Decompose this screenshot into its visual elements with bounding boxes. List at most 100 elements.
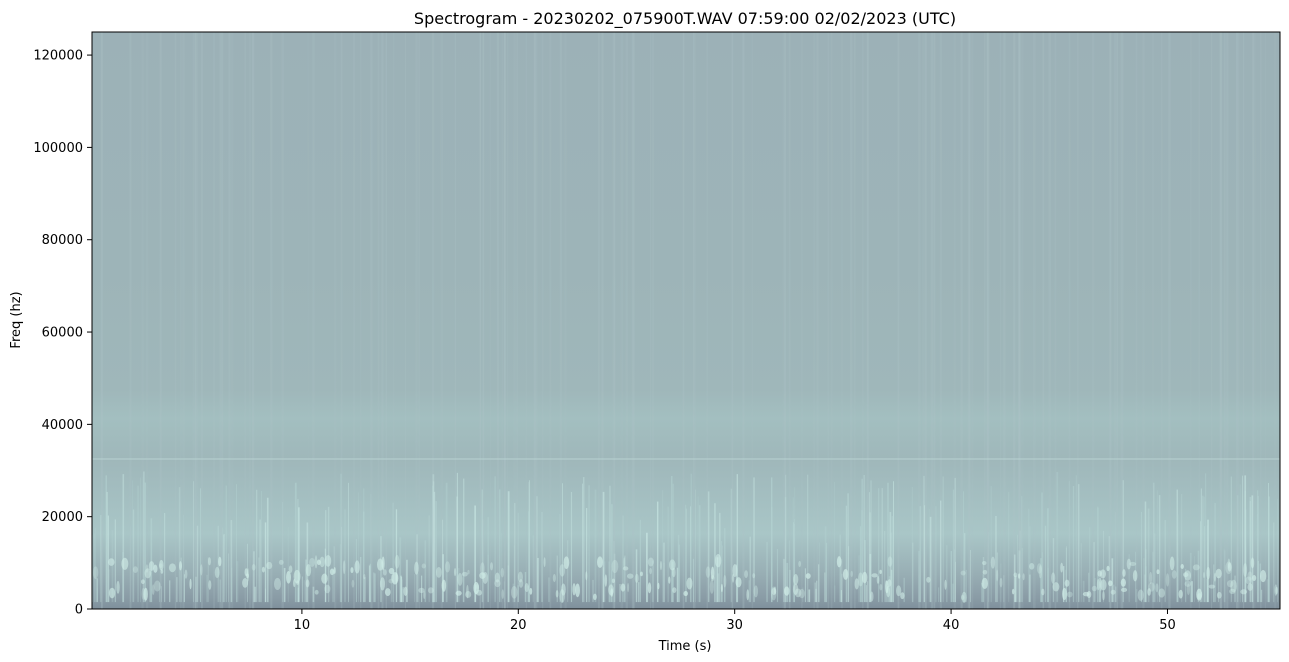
call-mark <box>620 583 626 592</box>
call-mark <box>1110 589 1116 595</box>
call-mark <box>500 567 505 578</box>
call-mark <box>862 571 868 584</box>
call-mark <box>394 554 400 569</box>
call-mark <box>435 567 442 578</box>
call-mark <box>143 587 148 601</box>
call-mark <box>552 574 556 583</box>
call-mark <box>561 583 566 596</box>
call-mark <box>144 568 152 579</box>
call-mark <box>1126 558 1131 570</box>
call-mark <box>200 564 203 576</box>
call-mark <box>145 564 149 573</box>
call-mark <box>752 573 756 579</box>
call-mark <box>461 571 468 577</box>
call-mark <box>1120 587 1128 593</box>
call-mark <box>242 578 249 588</box>
call-mark <box>784 586 790 596</box>
spectrogram-image <box>92 32 1280 609</box>
call-mark <box>314 555 318 569</box>
call-mark <box>494 572 500 583</box>
call-mark <box>184 569 188 579</box>
call-mark <box>92 566 99 579</box>
call-mark <box>900 592 905 600</box>
call-mark <box>381 556 385 571</box>
call-mark <box>266 561 273 570</box>
call-mark <box>634 573 639 583</box>
call-mark <box>296 580 300 585</box>
call-mark <box>1245 576 1252 585</box>
call-mark <box>494 579 501 588</box>
call-mark <box>444 561 451 573</box>
call-mark <box>668 576 671 584</box>
call-mark <box>208 557 211 566</box>
call-mark <box>1192 564 1200 571</box>
call-mark <box>1064 579 1070 587</box>
call-mark <box>1184 570 1192 581</box>
call-mark <box>770 586 777 601</box>
call-mark <box>1165 573 1170 587</box>
call-mark <box>151 584 155 595</box>
call-mark <box>1022 573 1025 581</box>
call-mark <box>1227 562 1232 572</box>
call-mark <box>926 576 931 583</box>
call-mark <box>482 572 488 584</box>
call-mark <box>1247 583 1253 591</box>
call-mark <box>1096 578 1100 591</box>
call-mark <box>575 583 580 598</box>
call-mark <box>1038 565 1043 579</box>
call-mark <box>792 583 799 595</box>
call-mark <box>871 573 878 578</box>
call-mark <box>622 566 629 571</box>
call-mark <box>1229 588 1236 595</box>
call-mark <box>543 557 546 568</box>
call-mark <box>563 556 570 570</box>
call-mark <box>1215 568 1222 579</box>
call-mark <box>179 561 182 571</box>
call-mark <box>805 573 811 579</box>
call-mark <box>555 590 559 598</box>
call-mark <box>261 566 266 573</box>
call-mark <box>961 591 967 603</box>
call-mark <box>1155 583 1159 593</box>
call-mark <box>1247 571 1253 581</box>
y-tick-label: 0 <box>75 603 83 618</box>
call-mark <box>771 587 777 596</box>
call-mark <box>659 560 663 571</box>
chart-title: Spectrogram - 20230202_075900T.WAV 07:59… <box>414 9 956 29</box>
call-mark <box>278 559 284 565</box>
call-mark <box>1169 556 1175 571</box>
call-mark <box>1202 572 1205 579</box>
call-mark <box>1275 586 1278 595</box>
call-mark <box>208 580 212 590</box>
call-mark <box>672 587 677 593</box>
call-mark <box>517 571 523 583</box>
call-mark <box>627 582 630 593</box>
call-mark <box>657 582 660 590</box>
call-mark <box>879 569 882 574</box>
call-mark <box>709 579 714 594</box>
plot-area <box>91 31 1281 610</box>
call-mark <box>996 569 999 582</box>
call-mark <box>1243 563 1248 577</box>
call-mark <box>1100 579 1107 591</box>
call-mark <box>1240 589 1248 595</box>
call-mark <box>288 565 293 574</box>
call-mark <box>490 562 494 571</box>
call-mark <box>597 556 603 568</box>
call-mark <box>626 573 634 579</box>
call-mark <box>981 577 988 590</box>
call-mark <box>1208 584 1216 589</box>
call-mark <box>572 583 576 596</box>
call-mark <box>1216 591 1222 599</box>
call-mark <box>1226 580 1234 588</box>
x-tick-label: 20 <box>510 618 527 633</box>
call-mark <box>683 591 688 597</box>
call-mark <box>1137 589 1144 601</box>
call-mark <box>354 560 360 574</box>
call-mark <box>1250 557 1255 569</box>
call-mark <box>887 556 893 567</box>
call-mark <box>324 555 332 567</box>
call-mark <box>686 577 693 590</box>
call-mark <box>116 580 120 594</box>
